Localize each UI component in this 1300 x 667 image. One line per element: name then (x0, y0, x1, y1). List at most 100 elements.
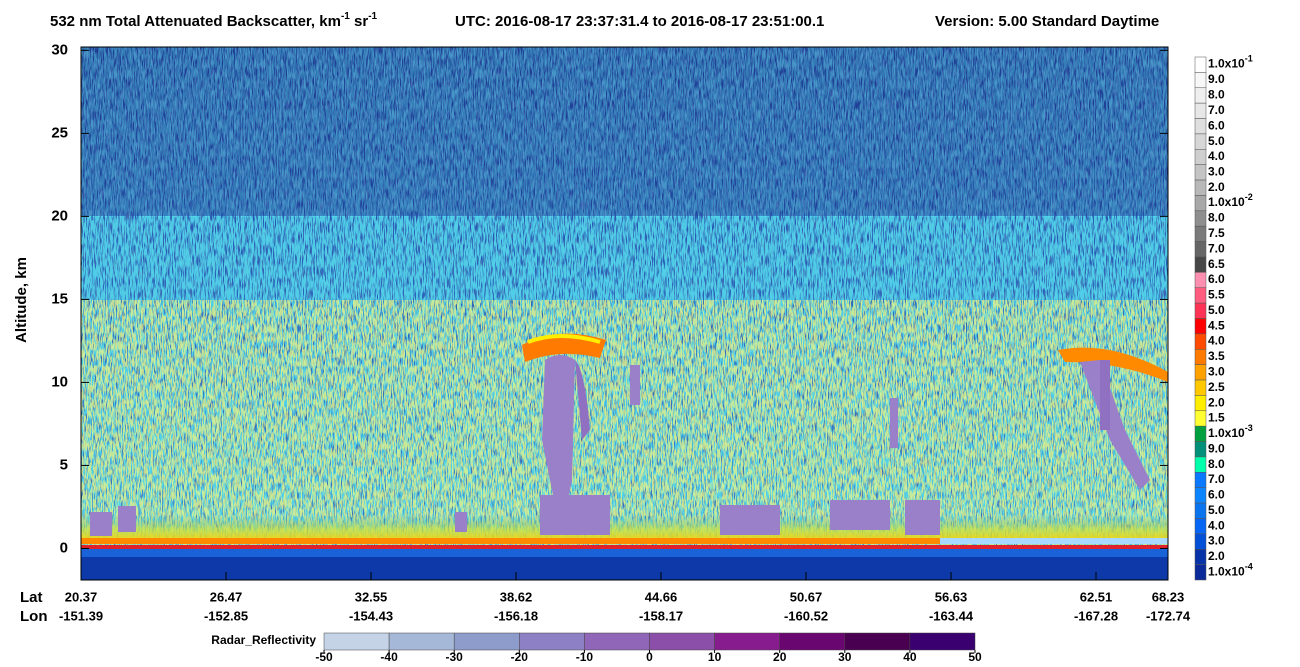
colorbar-swatch (1194, 302, 1207, 319)
colorbar-label: 5.0 (1208, 303, 1225, 317)
radar-swatch (844, 632, 911, 651)
colorbar-swatch (1194, 164, 1207, 181)
colorbar-swatch (1194, 379, 1207, 396)
colorbar-label: 4.0 (1208, 149, 1225, 163)
radar-swatch (909, 632, 976, 651)
colorbar-label: 1.0x10-3 (1208, 423, 1253, 440)
lat-tick-label: 56.63 (935, 589, 968, 604)
lat-tick-label: 62.51 (1080, 589, 1113, 604)
colorbar-label: 5.0 (1208, 503, 1225, 517)
lat-tick-label: 68.23 (1152, 589, 1185, 604)
radar-tick-label: 0 (646, 650, 653, 664)
lat-label: Lat (20, 589, 43, 606)
colorbar-swatch (1194, 118, 1207, 135)
low-cloud (830, 500, 890, 530)
colorbar-label: 9.0 (1208, 441, 1225, 455)
chart-title: 532 nm Total Attenuated Backscatter, km-… (50, 11, 378, 30)
colorbar-swatch (1194, 256, 1207, 273)
colorbar-swatch (1194, 502, 1207, 519)
colorbar-swatch (1194, 133, 1207, 150)
y-tick-label: 30 (51, 41, 68, 58)
title-sup: -1 (341, 11, 350, 22)
colorbar-swatch (1194, 241, 1207, 258)
radar-tick-label: 10 (708, 650, 722, 664)
colorbar-label: 3.0 (1208, 365, 1225, 379)
colorbar-swatch (1194, 87, 1207, 104)
colorbar-label: 6.0 (1208, 118, 1225, 132)
y-tick-label: 25 (51, 124, 68, 141)
colorbar-swatch (1194, 548, 1207, 565)
radar-swatch (584, 632, 650, 651)
radar-swatch (519, 632, 585, 651)
colorbar-label-base: 1.0x10 (1208, 57, 1245, 71)
colorbar-label: 4.0 (1208, 334, 1225, 348)
colorbar-label: 2.0 (1208, 395, 1225, 409)
colorbar-label: 1.0x10-2 (1208, 193, 1253, 210)
colorbar-label-exp: -4 (1245, 562, 1253, 572)
colorbar-swatch (1194, 410, 1207, 427)
low-cloud (905, 500, 940, 535)
colorbar-label-base: 1.0x10 (1208, 564, 1245, 578)
colorbar-swatch (1194, 533, 1207, 550)
colorbar-swatch (1194, 179, 1207, 196)
colorbar-swatch (1194, 210, 1207, 227)
lon-tick-label: -151.39 (59, 608, 103, 623)
radar-swatch (714, 632, 780, 651)
image-noise-yellow (81, 300, 1168, 546)
colorbar-swatch (1194, 518, 1207, 535)
lon-tick-label: -163.44 (929, 608, 974, 623)
radar-tick-label: -30 (446, 650, 464, 664)
lon-tick-label: -172.74 (1146, 608, 1191, 623)
radar-swatch (323, 632, 390, 651)
colorbar-swatch (1194, 472, 1207, 488)
subsurface-dark (81, 557, 1168, 580)
colorbar-label: 7.5 (1208, 226, 1225, 240)
subsurface (81, 549, 1168, 557)
radar-tick-label: 40 (903, 650, 917, 664)
radar-swatch (649, 632, 715, 651)
colorbar-swatch (1194, 287, 1207, 304)
y-tick-label: 5 (60, 456, 68, 473)
colorbar-swatch (1194, 195, 1207, 212)
title-sup: -1 (368, 11, 377, 22)
cloud-purple (1100, 360, 1110, 430)
low-cloud (90, 512, 112, 536)
cloud-purple (890, 398, 898, 448)
radar-tick-label: -40 (380, 650, 398, 664)
colorbar-swatch (1194, 318, 1207, 335)
colorbar-swatch (1194, 395, 1207, 412)
lon-tick-label: -156.18 (494, 608, 538, 623)
colorbar-label: 9.0 (1208, 72, 1225, 86)
colorbar-swatch (1194, 333, 1207, 350)
colorbar-swatch (1194, 149, 1207, 165)
colorbar-label-base: 1.0x10 (1208, 195, 1245, 209)
low-cloud (540, 495, 610, 535)
colorbar-label-exp: -2 (1245, 193, 1253, 203)
colorbar-swatch (1194, 425, 1207, 442)
y-axis-label: Altitude, km (13, 257, 30, 343)
utc-range: UTC: 2016-08-17 23:37:31.4 to 2016-08-17… (455, 13, 824, 30)
colorbar-label: 7.0 (1208, 103, 1225, 117)
radar-swatch (779, 632, 846, 651)
lat-tick-label: 44.66 (645, 589, 678, 604)
low-cloud (118, 506, 136, 532)
colorbar-swatch (1194, 564, 1207, 581)
colorbar-swatch (1194, 487, 1207, 504)
lat-tick-label: 26.47 (210, 589, 243, 604)
colorbar-label: 7.0 (1208, 472, 1225, 486)
radar-swatch (453, 632, 520, 651)
colorbar-swatch (1194, 225, 1207, 242)
colorbar-label: 6.5 (1208, 257, 1225, 271)
y-tick-label: 20 (51, 207, 68, 224)
colorbar-label: 8.0 (1208, 457, 1225, 471)
colorbar-label-base: 1.0x10 (1208, 426, 1245, 440)
cloud-purple (542, 355, 575, 510)
colorbar-label: 2.5 (1208, 380, 1225, 394)
lon-tick-label: -167.28 (1074, 608, 1118, 623)
colorbar-label: 4.5 (1208, 318, 1225, 332)
title-text: sr (350, 13, 369, 30)
colorbar-label: 3.5 (1208, 349, 1225, 363)
radar-tick-label: -20 (511, 650, 529, 664)
lat-tick-label: 38.62 (500, 589, 533, 604)
